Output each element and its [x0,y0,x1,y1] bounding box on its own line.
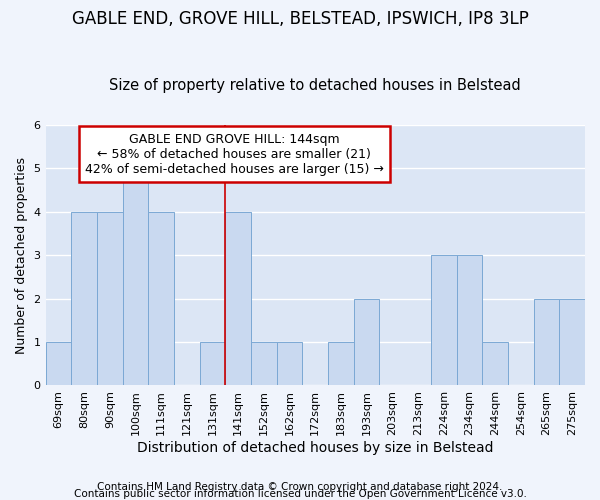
Bar [431,255,457,386]
Bar [71,212,97,386]
Text: Contains HM Land Registry data © Crown copyright and database right 2024.: Contains HM Land Registry data © Crown c… [97,482,503,492]
Text: GABLE END, GROVE HILL, BELSTEAD, IPSWICH, IP8 3LP: GABLE END, GROVE HILL, BELSTEAD, IPSWICH… [71,10,529,28]
Bar [533,298,559,386]
Bar [559,298,585,386]
X-axis label: Distribution of detached houses by size in Belstead: Distribution of detached houses by size … [137,441,494,455]
Bar [200,342,226,386]
Bar [328,342,354,386]
Y-axis label: Number of detached properties: Number of detached properties [15,156,28,354]
Bar [482,342,508,386]
Text: GABLE END GROVE HILL: 144sqm
← 58% of detached houses are smaller (21)
42% of se: GABLE END GROVE HILL: 144sqm ← 58% of de… [85,132,384,176]
Bar [457,255,482,386]
Bar [354,298,379,386]
Bar [251,342,277,386]
Text: Contains public sector information licensed under the Open Government Licence v3: Contains public sector information licen… [74,489,526,499]
Bar [148,212,174,386]
Bar [226,212,251,386]
Bar [97,212,122,386]
Bar [46,342,71,386]
Title: Size of property relative to detached houses in Belstead: Size of property relative to detached ho… [109,78,521,93]
Bar [122,168,148,386]
Bar [277,342,302,386]
